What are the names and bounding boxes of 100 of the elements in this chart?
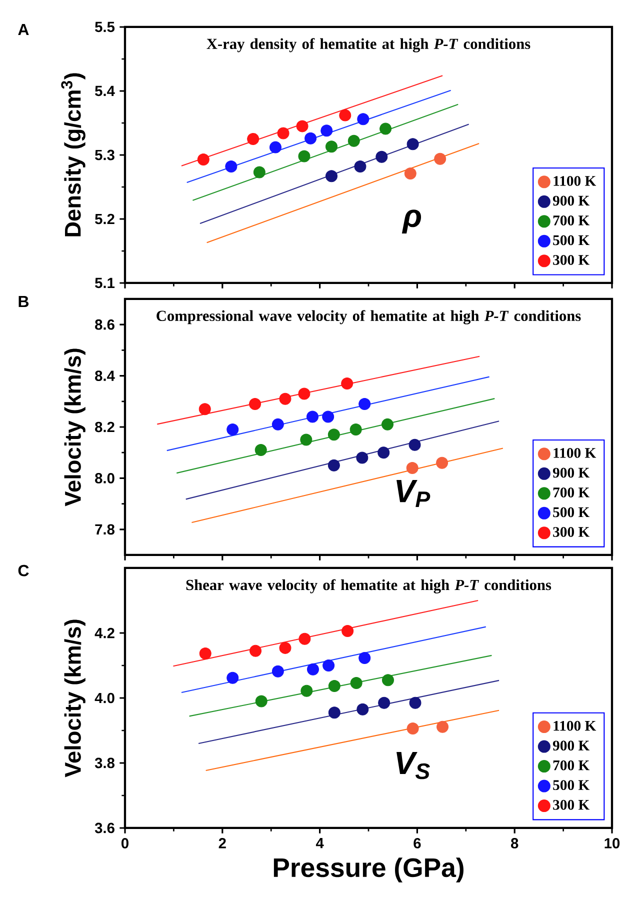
point xyxy=(325,170,338,182)
text: C xyxy=(18,564,29,576)
point xyxy=(279,392,292,405)
y-tick-label: 5.3 xyxy=(95,150,114,160)
point xyxy=(378,446,390,459)
point xyxy=(304,132,317,144)
legend-label: 700 K xyxy=(553,216,590,226)
point xyxy=(320,124,333,137)
point xyxy=(409,696,422,709)
annotation: V$_{P}$ xyxy=(396,480,430,508)
x-tick-label: 2 xyxy=(218,838,226,848)
point xyxy=(226,424,239,436)
text: Shear wave velocity of hematite at high P-T conditions xyxy=(186,579,552,594)
annotation: V$_{S}$ xyxy=(396,752,430,780)
point xyxy=(198,403,211,416)
legend-label: 700 K xyxy=(553,488,590,498)
legend-label: 500 K xyxy=(553,780,590,790)
y-tick-label: 4.2 xyxy=(94,628,114,638)
point xyxy=(199,647,212,660)
point xyxy=(408,438,421,451)
point xyxy=(406,462,418,474)
point xyxy=(272,665,284,678)
x-tick-label: 8 xyxy=(510,838,518,848)
point xyxy=(356,703,369,716)
y-axis-title: Velocity (km/s) xyxy=(64,620,86,778)
legend-label: 900 K xyxy=(552,196,590,206)
legend-label: 300 K xyxy=(553,255,590,265)
point xyxy=(406,138,419,150)
point xyxy=(381,418,394,430)
point xyxy=(354,160,366,173)
point xyxy=(376,150,388,163)
point xyxy=(298,150,310,162)
point xyxy=(296,120,308,132)
y-tick-label: 8.2 xyxy=(95,422,114,432)
point xyxy=(298,388,310,400)
y-tick-label: 8.4 xyxy=(95,370,115,381)
y-tick-label: 3.6 xyxy=(94,822,114,834)
point xyxy=(306,410,318,423)
text: B xyxy=(18,296,29,308)
legend-label: 900 K xyxy=(552,740,590,751)
point xyxy=(328,459,340,472)
point xyxy=(247,132,260,145)
legend-label: 500 K xyxy=(553,235,590,246)
point xyxy=(342,625,354,638)
y-tick-label: 5.5 xyxy=(95,22,115,32)
y-tick-label: 5.4 xyxy=(95,86,115,96)
point xyxy=(197,153,210,166)
point xyxy=(325,140,338,153)
legend-label: 1100 K xyxy=(554,176,596,186)
x-tick-label: 10 xyxy=(604,838,620,848)
y-axis-title: Density (g/cm$^{3}$) xyxy=(61,73,86,236)
point xyxy=(357,113,370,126)
point xyxy=(300,434,312,446)
text: X-ray density of hematite at high P-T conditions xyxy=(206,38,530,52)
point xyxy=(225,160,238,173)
point xyxy=(279,642,292,654)
point xyxy=(350,424,362,436)
x-tick-label: 4 xyxy=(316,838,324,848)
point xyxy=(254,444,267,456)
legend-label: 300 K xyxy=(553,527,590,537)
point xyxy=(322,659,335,672)
legend-label: 900 K xyxy=(552,468,590,478)
point xyxy=(249,398,262,410)
y-axis-title: Velocity (km/s) xyxy=(64,348,86,506)
point xyxy=(404,168,416,180)
point xyxy=(356,452,368,464)
x-tick-label: 6 xyxy=(414,838,421,848)
y-tick-label: 5.1 xyxy=(95,278,115,288)
point xyxy=(226,672,239,684)
x-tick-label: 0 xyxy=(122,838,128,848)
point xyxy=(341,377,354,390)
point xyxy=(277,127,290,140)
annotation: ρ xyxy=(402,210,422,234)
point xyxy=(322,410,334,423)
point xyxy=(348,134,360,147)
y-tick-label: 8.6 xyxy=(95,319,114,330)
point xyxy=(269,141,282,154)
legend-label: 300 K xyxy=(553,800,590,810)
legend-label: 500 K xyxy=(553,507,590,518)
y-tick-label: 7.8 xyxy=(95,524,114,535)
point xyxy=(328,680,340,692)
point xyxy=(255,695,268,708)
point xyxy=(250,644,262,657)
point xyxy=(436,456,448,469)
point xyxy=(298,632,311,645)
point xyxy=(406,722,419,735)
point xyxy=(306,663,319,676)
y-tick-label: 4.0 xyxy=(94,692,114,704)
y-tick-label: 5.2 xyxy=(95,214,114,224)
point xyxy=(358,652,371,664)
y-tick-label: 3.8 xyxy=(94,758,114,768)
point xyxy=(328,706,340,719)
y-tick-label: 8.0 xyxy=(95,473,114,484)
point xyxy=(434,152,446,165)
point xyxy=(358,398,371,410)
point xyxy=(300,684,313,697)
legend-label: 1100 K xyxy=(554,448,596,458)
point xyxy=(272,418,284,430)
point xyxy=(436,720,449,733)
point xyxy=(380,122,392,135)
